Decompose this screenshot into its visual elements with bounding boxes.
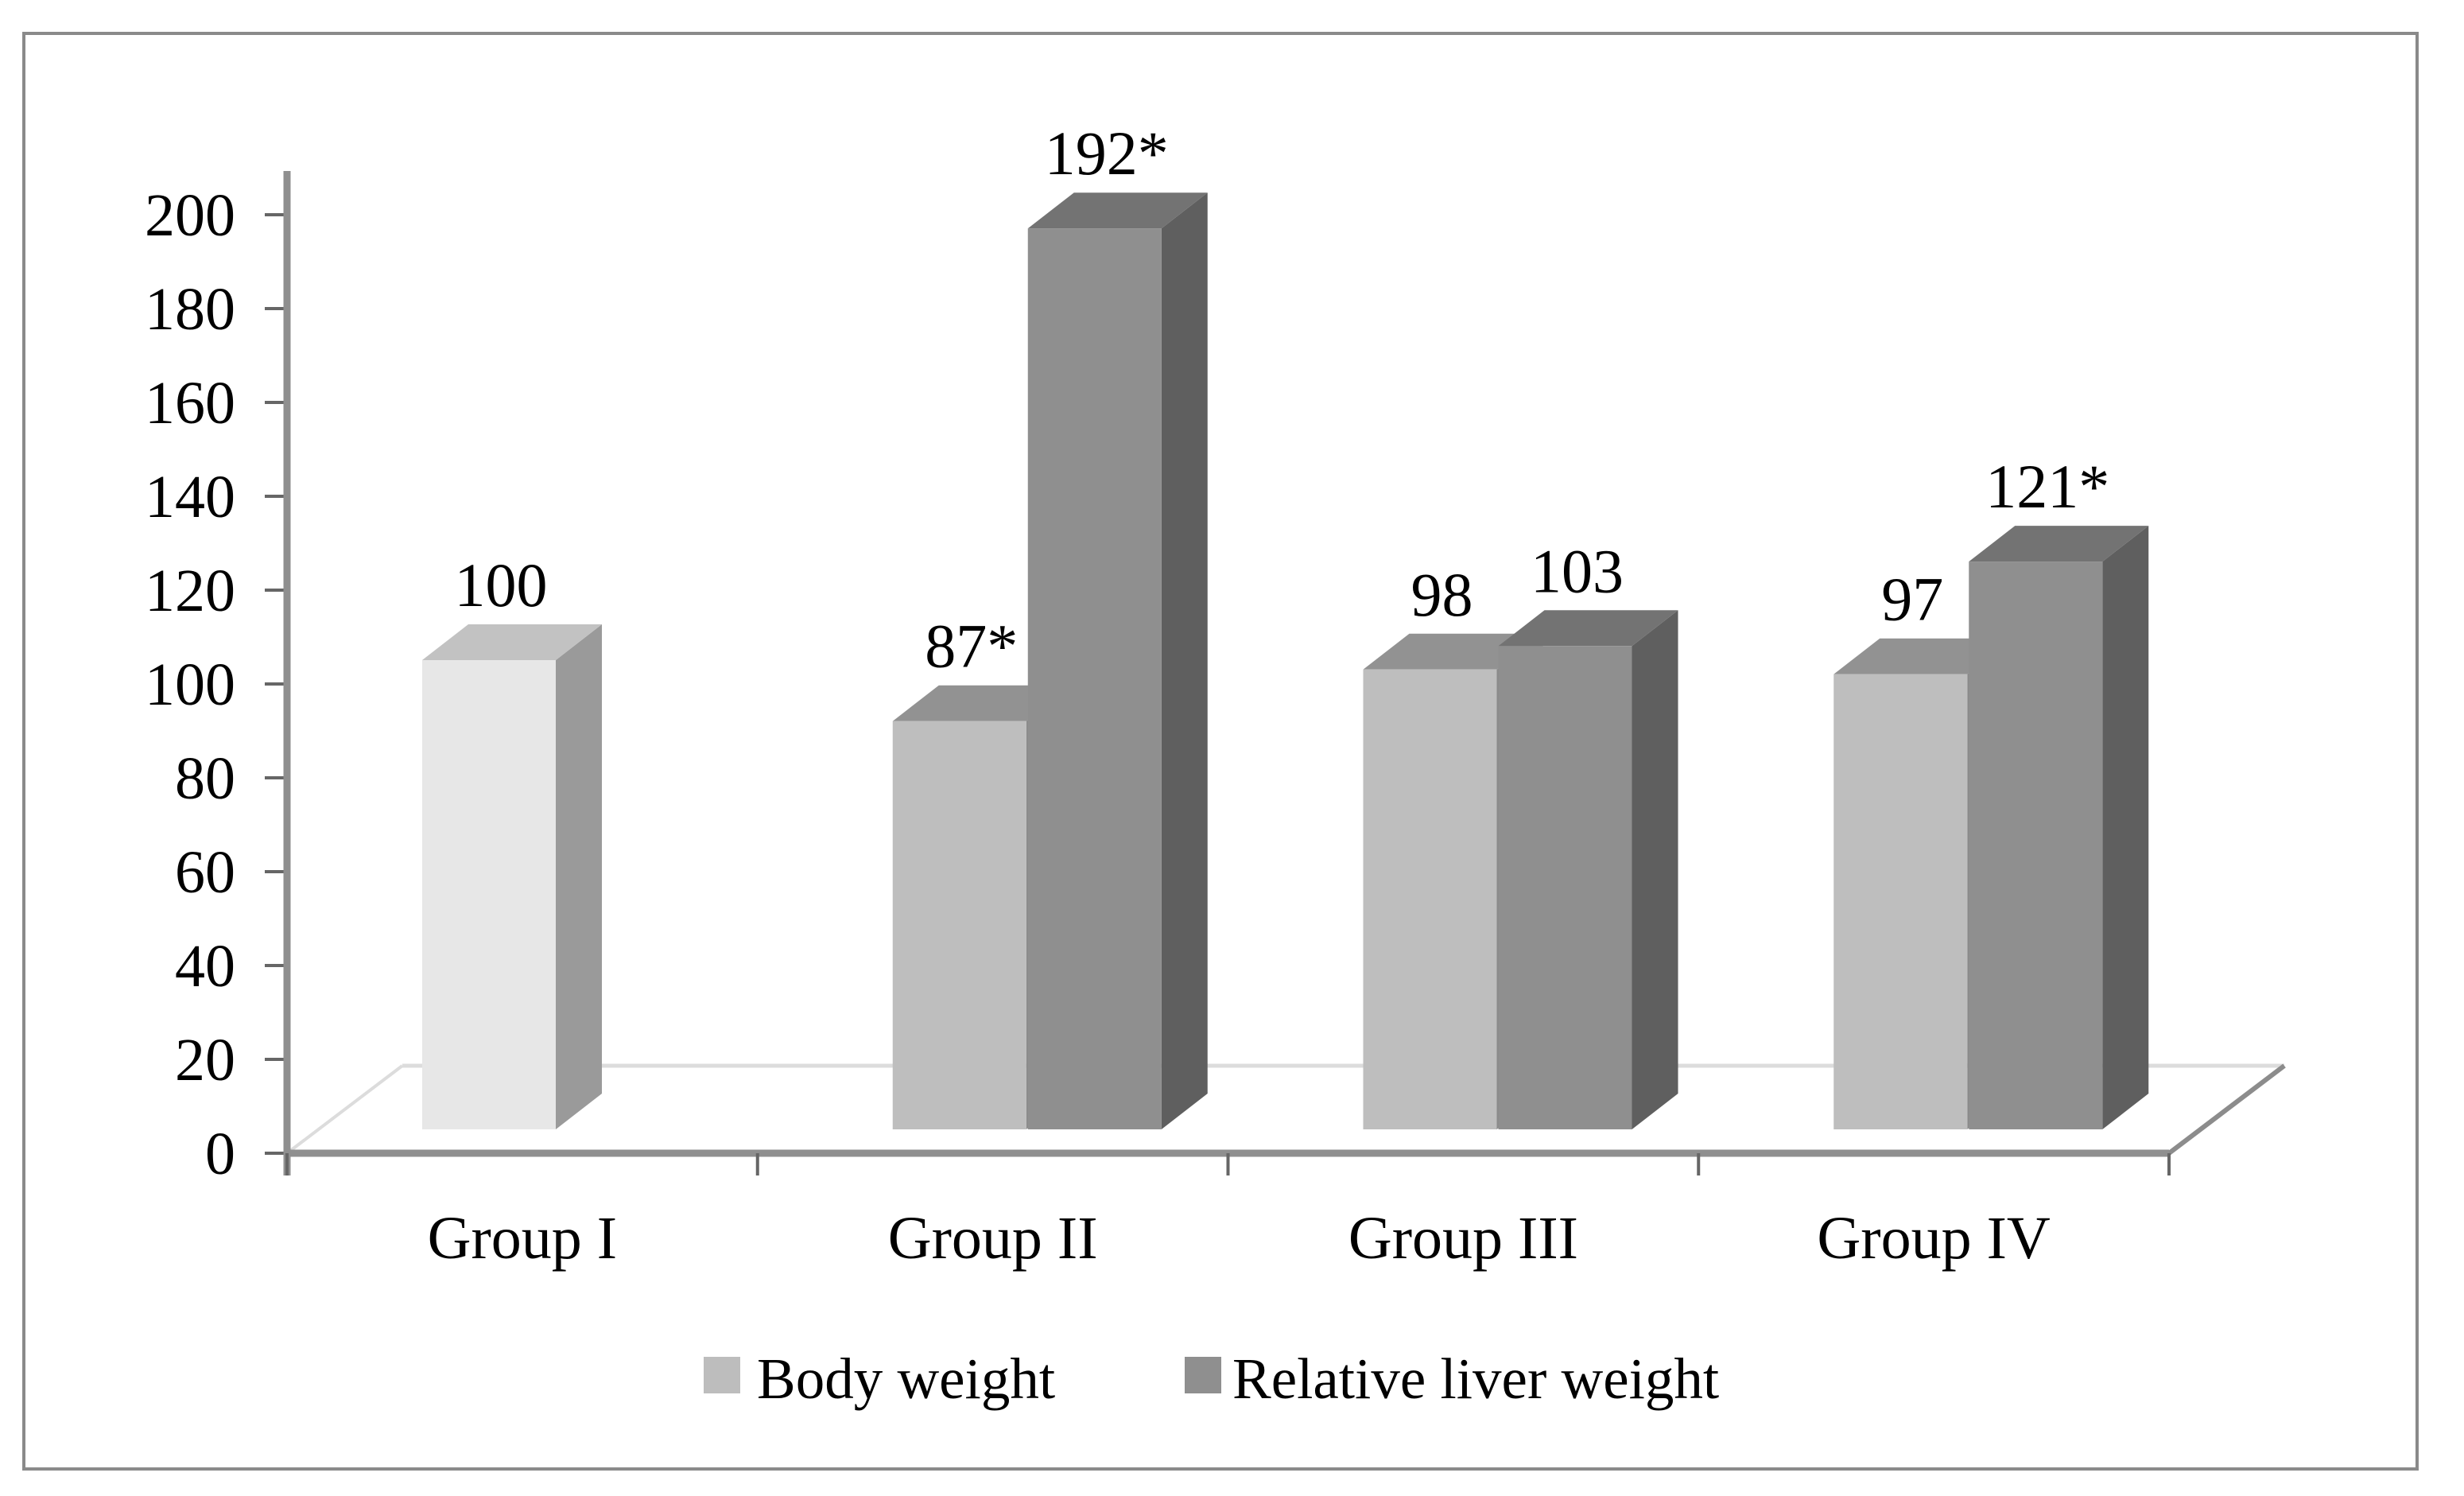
y-tick-label-160: 160 — [145, 370, 235, 437]
x-category-label-group-iii: Group III — [1348, 1205, 1578, 1272]
data-label-group-iii-body-weight: 98 — [1411, 560, 1473, 629]
bar-group-iii-relative-liver-weight — [1498, 610, 1678, 1129]
bar-front-face — [1363, 669, 1497, 1129]
bars — [422, 192, 2149, 1130]
y-tick-label-40: 40 — [175, 933, 235, 1000]
bar-top-face — [1833, 638, 2014, 674]
bar-top-face — [422, 624, 602, 660]
bar-front-face — [1833, 674, 1968, 1129]
data-label-group-iv-relative-liver-weight: 121* — [1985, 452, 2109, 521]
bar-front-face — [422, 660, 556, 1129]
y-tick-label-120: 120 — [145, 558, 235, 624]
bar-side-face — [1632, 610, 1678, 1129]
legend: Body weight Relative liver weight — [704, 1346, 1719, 1411]
bar-side-face — [2102, 526, 2149, 1129]
data-labels: 100 87* 192* 98 103 97 121* — [455, 119, 2110, 681]
category-labels: Group I Group II Group III Group IV — [428, 1205, 2051, 1272]
x-category-label-group-i: Group I — [428, 1205, 618, 1272]
bar-top-face — [892, 685, 1073, 721]
bar-group-ii-relative-liver-weight — [1027, 192, 1208, 1130]
y-tick-label-80: 80 — [175, 745, 235, 812]
y-tick-label-100: 100 — [145, 651, 235, 718]
x-category-label-group-ii: Group II — [888, 1205, 1098, 1272]
bar-front-face — [1027, 228, 1162, 1130]
data-label-group-ii-body-weight: 87* — [925, 612, 1018, 681]
bar-top-face — [1027, 192, 1208, 229]
y-tick-label-140: 140 — [145, 464, 235, 530]
bar-top-face — [1498, 610, 1678, 647]
y-tick-label-0: 0 — [205, 1121, 235, 1187]
bar-side-face — [1161, 192, 1208, 1130]
x-axis — [284, 1149, 2171, 1175]
legend-swatch-relative-liver-weight — [1185, 1357, 1221, 1393]
legend-label-body-weight: Body weight — [757, 1346, 1055, 1411]
bar-top-face — [1363, 633, 1543, 670]
y-tick-label-60: 60 — [175, 839, 235, 906]
floor-left-edge — [285, 1064, 404, 1155]
figure-border — [22, 32, 2419, 1471]
bar-group-i-body-weight — [422, 624, 602, 1129]
floor-right-edge — [2167, 1063, 2286, 1156]
bar-front-face — [1498, 646, 1632, 1129]
y-tick-label-20: 20 — [175, 1027, 235, 1094]
legend-label-relative-liver-weight: Relative liver weight — [1232, 1346, 1719, 1411]
data-label-group-i-body-weight: 100 — [455, 550, 548, 620]
bar-front-face — [892, 721, 1026, 1129]
x-category-label-group-iv: Group IV — [1817, 1205, 2051, 1272]
bar-front-face — [1969, 561, 2103, 1129]
y-tick-label-180: 180 — [145, 276, 235, 343]
data-label-group-ii-relative-liver-weight: 192* — [1045, 119, 1169, 188]
legend-swatch-body-weight — [704, 1357, 740, 1393]
bar-group-iv-relative-liver-weight — [1969, 526, 2149, 1129]
data-label-group-iii-relative-liver-weight: 103 — [1531, 536, 1624, 605]
bar-top-face — [1969, 526, 2149, 562]
y-axis: 0 20 40 60 80 100 120 140 160 180 200 — [145, 171, 291, 1187]
data-label-group-iv-body-weight: 97 — [1881, 565, 1943, 634]
y-tick-label-200: 200 — [145, 182, 235, 249]
bar-side-face — [556, 624, 602, 1129]
